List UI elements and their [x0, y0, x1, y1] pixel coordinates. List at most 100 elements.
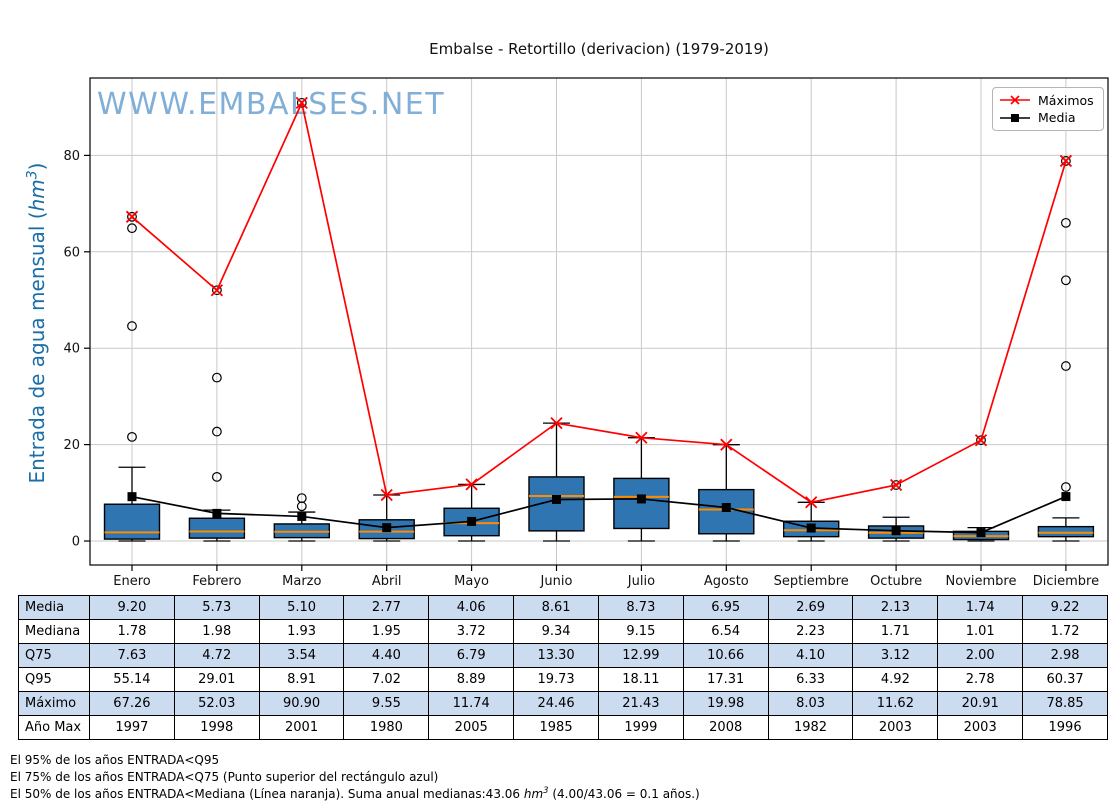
footnote-q95: El 95% de los años ENTRADA<Q95	[10, 753, 220, 767]
table-cell: 2.69	[767, 595, 854, 620]
table-cell: 2001	[258, 715, 345, 740]
table-cell: 60.37	[1022, 667, 1108, 692]
table-row: Q95 55.14 29.01 8.91 7.02 8.89 19.73 18.11 17.31…	[18, 667, 1108, 692]
y-axis-label: Entrada de agua mensual (hm3)	[24, 73, 51, 573]
x-tick-label: Agosto	[704, 574, 749, 589]
table-cell: 4.06	[428, 595, 515, 620]
legend: Máximos Media	[992, 87, 1104, 131]
table-cell: 18.11	[597, 667, 684, 692]
table-cell: 1980	[343, 715, 430, 740]
table-cell: 9.34	[513, 619, 599, 644]
table-row-header: Q75	[18, 643, 90, 668]
table-cell: 1.78	[89, 619, 175, 644]
x-tick-label: Julio	[627, 574, 655, 589]
table-cell: 78.85	[1022, 691, 1108, 716]
table-cell: 1996	[1022, 715, 1108, 740]
table-cell: 1.98	[173, 619, 260, 644]
maximos-line-x-marker-icon	[1000, 95, 1030, 105]
table-cell: 6.79	[428, 643, 515, 668]
outlier-marker	[211, 471, 222, 482]
x-tick-label: Octubre	[870, 574, 922, 589]
table-cell: 1.74	[937, 595, 1024, 620]
media-line	[131, 495, 1067, 534]
mean-square-marker	[382, 523, 392, 533]
table-cell: 19.98	[682, 691, 769, 716]
max-x-marker	[465, 478, 478, 491]
mean-square-marker	[467, 516, 477, 526]
max-x-marker	[1059, 154, 1073, 168]
table-cell: 9.15	[597, 619, 684, 644]
table-cell: 1982	[767, 715, 854, 740]
table-cell: 2.00	[937, 643, 1024, 668]
table-row-header: Mediana	[18, 619, 90, 644]
table-cell: 11.74	[428, 691, 515, 716]
outlier-marker	[296, 97, 307, 108]
table-cell: 7.63	[89, 643, 175, 668]
legend-label-media: Media	[1038, 110, 1076, 126]
table-cell: 2005	[428, 715, 515, 740]
outlier-marker	[1060, 275, 1071, 286]
boxplot-chart: WWW.EMBALSES.NET 0 20 40 60 80 Enero Febrero Ma…	[63, 77, 1109, 589]
table-cell: 7.02	[343, 667, 430, 692]
outlier-marker	[1060, 156, 1071, 166]
x-tick-label: Septiembre	[774, 574, 849, 589]
table-cell: 1997	[89, 715, 175, 740]
max-x-marker	[805, 496, 818, 509]
table-row: Mediana 1.78 1.98 1.93 1.95 3.72 9.34 9.15 6.54 2…	[18, 619, 1108, 644]
gridlines	[90, 78, 1108, 565]
outlier-marker	[1060, 361, 1071, 371]
max-x-marker	[550, 416, 563, 430]
x-tick-label: Diciembre	[1033, 574, 1099, 589]
table-cell: 1.71	[852, 619, 939, 644]
mean-square-marker	[297, 511, 307, 521]
max-x-marker	[720, 438, 733, 451]
mean-square-marker	[721, 503, 731, 513]
table-cell: 29.01	[173, 667, 260, 692]
outlier-marker	[891, 480, 901, 490]
table-row-header: Q95	[18, 667, 90, 692]
y-axis-label-suffix: )	[25, 162, 49, 171]
table-cell: 9.22	[1022, 595, 1108, 620]
y-tick-label: 0	[72, 535, 80, 550]
table-cell: 3.72	[428, 619, 515, 644]
max-x-marker	[380, 488, 393, 502]
table-cell: 19.73	[513, 667, 599, 692]
table-cell: 1.01	[937, 619, 1024, 644]
y-axis-label-exponent: 3	[24, 170, 41, 180]
table-cell: 55.14	[89, 667, 175, 692]
table-row: Máximo 67.26 52.03 90.90 9.55 11.74 24.46 21.43…	[18, 691, 1108, 716]
mean-square-marker	[976, 528, 986, 538]
table-cell: 2008	[682, 715, 769, 740]
max-x-marker	[889, 478, 903, 492]
y-tick-label: 20	[63, 438, 80, 453]
statistics-table: Media 9.20 5.73 5.10 2.77 4.06 8.61 8.73 6.95 2.6…	[18, 595, 1108, 740]
max-x-marker	[974, 434, 988, 447]
outlier-marker	[976, 435, 986, 446]
table-cell: 13.30	[513, 643, 599, 668]
boxplot-boxes	[103, 97, 1095, 542]
table-row-header: Media	[18, 595, 90, 620]
media-line-square-marker-icon	[1000, 113, 1030, 122]
max-x-marker	[635, 431, 648, 444]
mean-square-marker	[127, 492, 137, 502]
outlier-marker	[1060, 217, 1071, 228]
y-axis-label-unit: hm	[25, 179, 49, 212]
mean-square-marker	[1061, 492, 1071, 502]
table-cell: 4.92	[852, 667, 939, 692]
table-cell: 1998	[173, 715, 260, 740]
max-x-marker	[210, 284, 224, 297]
table-cell: 2.13	[852, 595, 939, 620]
x-tick-label: Febrero	[192, 574, 241, 589]
legend-item-maximos: Máximos	[999, 93, 1097, 108]
outlier-marker	[127, 431, 137, 442]
y-tick-label: 60	[63, 245, 80, 260]
max-x-marker	[295, 96, 308, 109]
x-tick-label: Enero	[113, 574, 151, 589]
table-cell: 52.03	[173, 691, 260, 716]
x-tick-label: Marzo	[282, 574, 321, 589]
table-row: Media 9.20 5.73 5.10 2.77 4.06 8.61 8.73 6.95 2.6…	[18, 595, 1108, 620]
table-cell: 9.20	[89, 595, 175, 620]
table-cell: 9.55	[343, 691, 430, 716]
x-tick-label: Noviembre	[946, 574, 1017, 589]
